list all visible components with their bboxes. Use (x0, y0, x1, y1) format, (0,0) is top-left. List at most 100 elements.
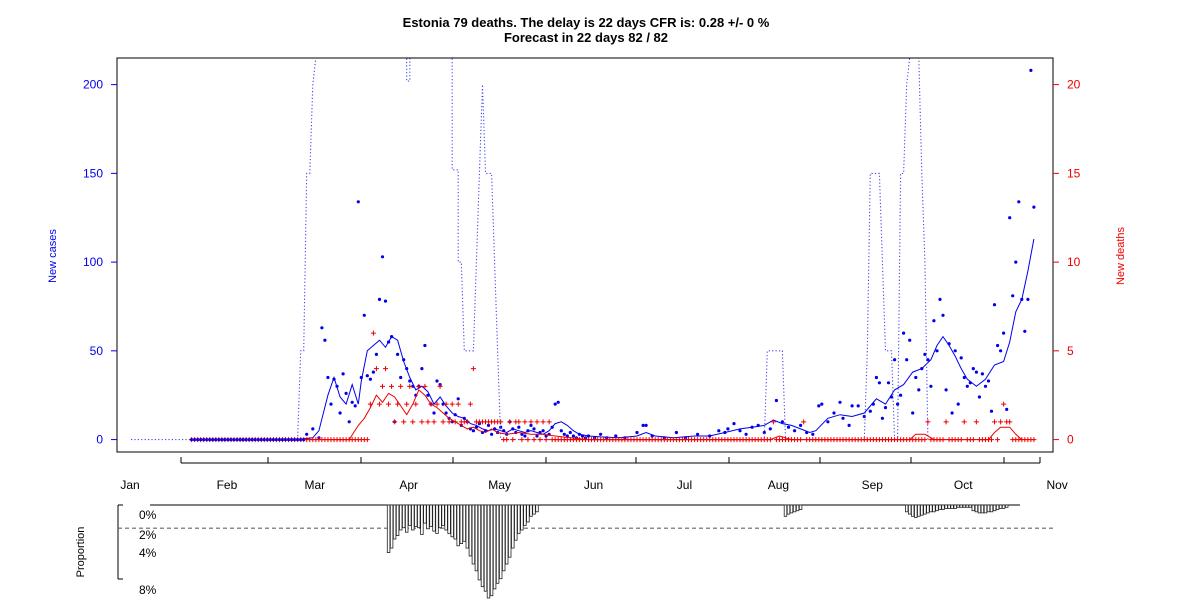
proportion-bar (456, 504, 460, 547)
case-point (341, 372, 345, 376)
case-point (744, 432, 748, 436)
death-point (546, 419, 552, 425)
case-point (377, 297, 382, 301)
case-point (193, 438, 197, 442)
proportion-bar (789, 504, 794, 514)
proportion-bar (535, 504, 539, 513)
proportion-bar (432, 504, 436, 532)
proportion-bar (917, 504, 921, 517)
death-point (989, 437, 995, 443)
case-point (517, 425, 521, 429)
case-point (326, 375, 330, 380)
case-point (932, 319, 936, 323)
case-point (232, 438, 236, 442)
case-point (911, 411, 915, 415)
proportion-bar (438, 504, 442, 529)
forecast-line (131, 58, 929, 441)
proportion-bar (459, 504, 463, 544)
case-point (977, 395, 982, 399)
case-point (774, 398, 779, 403)
case-point (217, 438, 221, 442)
right-tick-label: 5 (1067, 344, 1074, 358)
death-point (528, 419, 534, 425)
case-point (211, 438, 215, 442)
cases-smoothed-line (191, 238, 1035, 441)
death-point (767, 437, 773, 443)
death-point (922, 437, 928, 443)
left-axis-label: New cases (47, 229, 59, 283)
case-point (380, 255, 385, 259)
case-point (644, 423, 648, 427)
proportion-bar (923, 504, 927, 515)
proportion-bar (980, 504, 985, 514)
proportion-bar (408, 504, 412, 526)
case-point (799, 423, 803, 427)
death-point (522, 419, 528, 425)
proportion-axis-label: Proportion (75, 527, 87, 578)
proportion-bar (989, 504, 994, 513)
case-point (732, 422, 736, 426)
proportion-bar (908, 504, 912, 515)
case-point (820, 402, 824, 406)
death-point (995, 437, 1001, 443)
proportion-tick-label: 2% (139, 528, 157, 542)
death-point (383, 366, 389, 372)
proportion-bar (971, 504, 975, 512)
proportion-bar (953, 504, 957, 509)
death-point (410, 419, 416, 425)
case-point (287, 438, 291, 442)
proportion-bar (992, 504, 997, 512)
proportion-bar (501, 504, 506, 572)
proportion-bar (968, 504, 972, 508)
case-point (532, 427, 536, 431)
death-point (770, 419, 776, 425)
case-point (896, 402, 900, 406)
proportion-bar (959, 504, 963, 508)
death-point (455, 401, 461, 407)
proportion-bar (489, 504, 494, 597)
proportion-bar (447, 504, 451, 534)
case-point (486, 423, 491, 427)
proportion-bar (938, 504, 942, 510)
case-point (529, 423, 533, 427)
proportion-bar (532, 504, 536, 515)
case-point (223, 438, 227, 442)
case-point (956, 402, 960, 406)
proportion-bar (995, 504, 1000, 510)
death-point (992, 419, 998, 425)
case-point (235, 438, 239, 442)
death-point (498, 419, 504, 425)
case-point (950, 411, 954, 415)
death-point (443, 401, 449, 407)
death-point (531, 437, 537, 443)
case-point (371, 370, 375, 374)
case-point (962, 375, 966, 380)
case-point (350, 400, 354, 404)
deaths-smoothed-line (334, 389, 1023, 441)
case-point (793, 429, 797, 433)
proportion-bar (1001, 504, 1006, 509)
case-point (553, 402, 557, 406)
case-point (1011, 294, 1015, 298)
case-point (786, 425, 791, 429)
x-tick-label: Mar (304, 478, 325, 492)
death-point (422, 383, 428, 389)
death-point (943, 419, 949, 425)
proportion-bar (417, 504, 421, 529)
proportion-bar (398, 504, 403, 531)
case-point (338, 411, 342, 415)
proportion-bar (956, 504, 960, 508)
case-point (635, 430, 639, 435)
right-tick-label: 20 (1067, 78, 1081, 92)
case-point (877, 381, 882, 385)
case-point (738, 429, 742, 433)
case-point (283, 438, 288, 442)
proportion-bar (783, 504, 788, 517)
case-point (277, 438, 282, 442)
x-tick-label: Feb (217, 478, 238, 492)
case-point (899, 393, 903, 397)
death-point (416, 383, 422, 389)
case-point (726, 427, 730, 431)
death-point (470, 366, 476, 372)
